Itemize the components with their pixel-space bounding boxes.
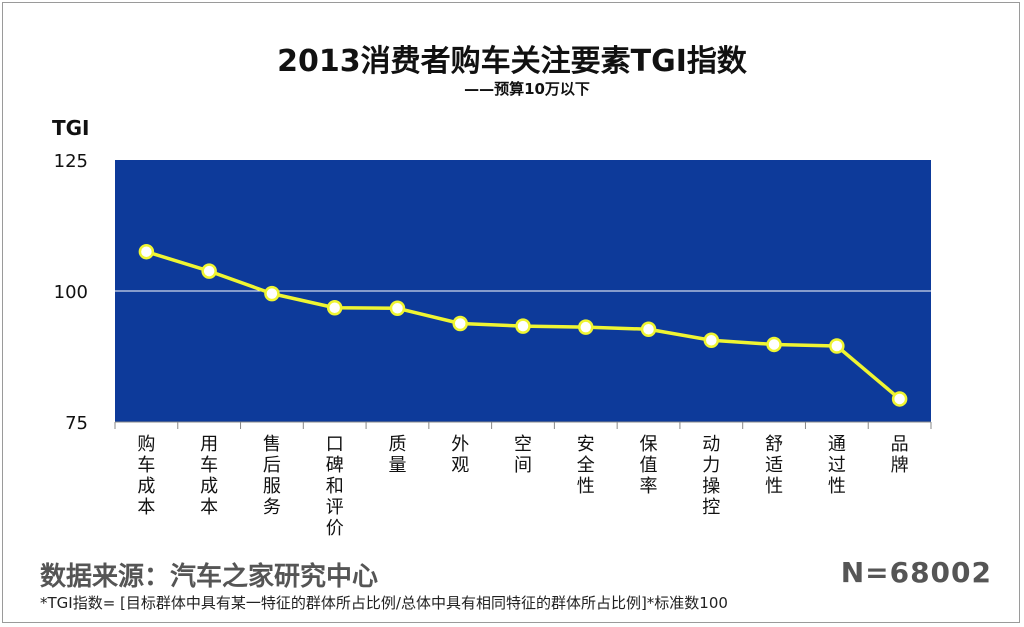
chart-title: 2013消费者购车关注要素TGI指数 bbox=[277, 44, 747, 79]
chart-subtitle: ——预算10万以下 bbox=[464, 80, 590, 98]
data-point bbox=[326, 300, 343, 316]
x-tick-label: 空间 bbox=[514, 434, 532, 476]
x-tick-label: 外观 bbox=[451, 434, 469, 476]
x-axis: 购车成本 用车成本 售后服务 口碑和评价 质量 外观 空间 安全性 保值率 动力操控 舒适性 通过性 品… bbox=[114, 421, 932, 539]
x-tick-label: 用车成本 bbox=[200, 434, 218, 518]
data-point bbox=[640, 321, 657, 338]
tgi-footnote: *TGI指数= [目标群体中具有某一特征的群体所占比例/总体中具有相同特征的群体… bbox=[40, 594, 728, 612]
x-tick-label: 安全性 bbox=[577, 434, 595, 497]
y-tick-label: 125 bbox=[54, 151, 88, 172]
data-point bbox=[766, 336, 782, 353]
y-axis-label: TGI bbox=[52, 116, 90, 140]
data-point bbox=[452, 315, 468, 332]
x-tick-label: 品牌 bbox=[891, 434, 909, 476]
data-point bbox=[201, 263, 217, 279]
data-point bbox=[829, 338, 845, 354]
x-tick-label: 舒适性 bbox=[765, 434, 783, 497]
data-point bbox=[264, 285, 280, 302]
y-axis: 75 100 125 bbox=[54, 151, 88, 434]
x-tick-label: 质量 bbox=[388, 434, 406, 476]
x-tick-label: 售后服务 bbox=[263, 434, 281, 518]
data-source: 数据来源：汽车之家研究中心 bbox=[40, 562, 379, 592]
sample-size: N=68002 bbox=[840, 556, 992, 589]
x-tick-label: 动力操控 bbox=[702, 434, 720, 518]
x-tick-label: 购车成本 bbox=[137, 434, 155, 518]
data-point bbox=[891, 391, 908, 407]
data-point bbox=[138, 243, 155, 260]
data-point bbox=[703, 332, 720, 349]
x-tick-label: 口碑和评价 bbox=[326, 434, 344, 539]
data-point bbox=[515, 318, 531, 334]
data-point bbox=[578, 319, 594, 335]
series-group bbox=[138, 243, 908, 407]
y-tick-label: 75 bbox=[65, 413, 88, 434]
data-point bbox=[389, 300, 406, 317]
y-tick-label: 100 bbox=[54, 282, 88, 303]
x-tick-label: 保值率 bbox=[640, 434, 658, 497]
x-tick-label: 通过性 bbox=[828, 434, 846, 497]
